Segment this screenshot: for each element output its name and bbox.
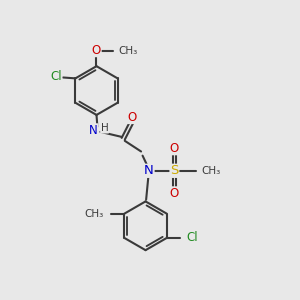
Text: N: N <box>144 164 154 177</box>
Text: O: O <box>170 142 179 155</box>
Text: S: S <box>170 164 178 177</box>
Text: Cl: Cl <box>187 232 198 244</box>
Text: O: O <box>92 44 101 57</box>
Text: Cl: Cl <box>50 70 62 83</box>
Text: CH₃: CH₃ <box>202 166 221 176</box>
Text: H: H <box>101 123 108 133</box>
Text: CH₃: CH₃ <box>118 46 138 56</box>
Text: O: O <box>128 110 137 124</box>
Text: O: O <box>170 187 179 200</box>
Text: N: N <box>89 124 98 137</box>
Text: CH₃: CH₃ <box>84 208 104 219</box>
